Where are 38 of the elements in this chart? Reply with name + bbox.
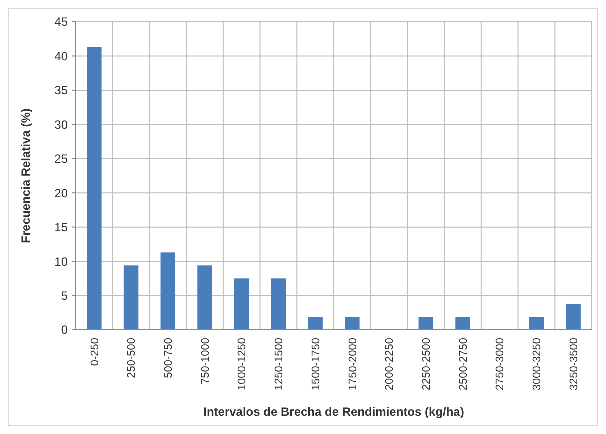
x-tick-label: 1500-1750 <box>310 338 322 391</box>
y-tick-label: 40 <box>54 49 68 64</box>
y-tick-label: 25 <box>54 152 68 166</box>
x-tick-label: 1000-1250 <box>236 338 249 391</box>
bar <box>124 266 139 330</box>
y-axis-title: Frecuencia Relativa (%) <box>19 108 33 244</box>
x-tick-label: 250-500 <box>126 338 138 378</box>
bar <box>87 47 102 330</box>
y-tick-label: 0 <box>61 323 68 338</box>
x-tick-label: 3000-3250 <box>532 338 544 391</box>
y-tick-label: 35 <box>54 84 68 98</box>
bar <box>198 266 212 330</box>
y-tick-label: 15 <box>54 220 68 235</box>
y-tick-label: 45 <box>54 15 68 30</box>
x-tick-label: 2500-2750 <box>458 338 470 391</box>
bar <box>308 316 323 330</box>
x-tick-label: 0-250 <box>89 338 102 366</box>
x-tick-label: 1250-1500 <box>274 338 286 391</box>
x-axis-title: Intervalos de Brecha de Rendimientos (kg/ha) <box>204 405 464 419</box>
x-tick-label: 3250-3500 <box>568 338 580 391</box>
x-tick-label: 500-750 <box>162 338 175 378</box>
x-tick-label: 1750-2000 <box>347 338 360 391</box>
x-tick-label: 2250-2500 <box>420 338 433 391</box>
bar <box>271 278 286 330</box>
bar <box>160 252 176 330</box>
y-tick-label: 20 <box>54 186 68 200</box>
bar <box>456 316 470 330</box>
bar <box>529 316 544 330</box>
x-tick-label: 750-1000 <box>200 338 212 384</box>
y-tick-label: 5 <box>61 288 68 303</box>
x-tick-label: 2000-2250 <box>384 338 396 391</box>
bar <box>234 278 250 330</box>
bar <box>418 316 434 330</box>
y-tick-label: 30 <box>54 118 68 132</box>
y-tick-label: 10 <box>54 254 68 269</box>
x-tick-label: 2750-3000 <box>494 338 507 391</box>
bar <box>566 304 581 330</box>
bar <box>345 316 360 330</box>
